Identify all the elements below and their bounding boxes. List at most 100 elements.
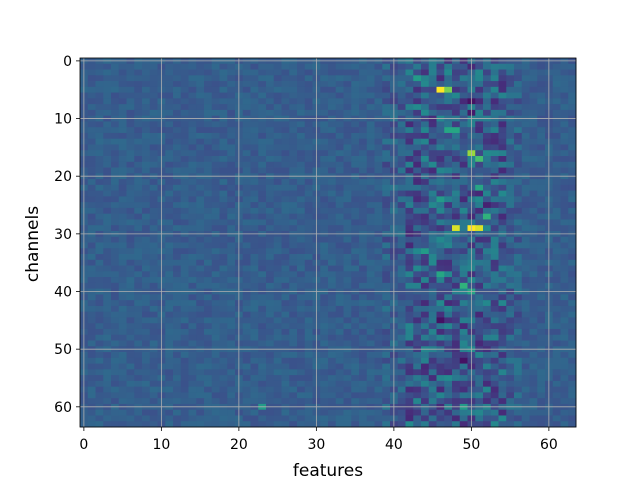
heatmap-cell bbox=[335, 328, 344, 336]
heatmap-cell bbox=[320, 156, 329, 163]
heatmap-cell bbox=[304, 196, 313, 203]
heatmap-cell bbox=[118, 242, 127, 249]
heatmap-cell bbox=[529, 69, 538, 76]
heatmap-cell bbox=[142, 179, 151, 186]
heatmap-cell bbox=[180, 138, 189, 145]
heatmap-cell bbox=[452, 311, 461, 318]
heatmap-cell bbox=[475, 248, 484, 255]
heatmap-cell bbox=[436, 236, 445, 243]
heatmap-cell bbox=[382, 311, 391, 318]
heatmap-cell bbox=[405, 202, 414, 209]
heatmap-cell bbox=[258, 207, 267, 215]
heatmap-cell bbox=[560, 357, 569, 364]
heatmap-cell bbox=[397, 305, 406, 313]
heatmap-cell bbox=[506, 213, 515, 220]
heatmap-cell bbox=[95, 92, 104, 99]
heatmap-cell bbox=[258, 190, 267, 197]
heatmap-cell bbox=[413, 121, 422, 128]
heatmap-cell bbox=[227, 386, 236, 393]
heatmap-cell bbox=[382, 305, 391, 313]
heatmap-cell bbox=[273, 63, 282, 70]
heatmap-cell bbox=[452, 277, 461, 284]
heatmap-cell bbox=[87, 161, 96, 168]
heatmap-cell bbox=[459, 81, 468, 88]
heatmap-cell bbox=[320, 398, 329, 405]
heatmap-cell bbox=[560, 98, 569, 105]
heatmap-cell bbox=[320, 328, 329, 336]
heatmap-cell bbox=[118, 294, 127, 301]
heatmap-cell bbox=[250, 282, 259, 290]
heatmap-cell bbox=[289, 311, 298, 318]
heatmap-cell bbox=[475, 138, 484, 145]
heatmap-cell bbox=[204, 294, 213, 301]
heatmap-cell bbox=[413, 242, 422, 249]
heatmap-cell bbox=[297, 213, 306, 220]
heatmap-cell bbox=[242, 421, 251, 428]
heatmap-cell bbox=[204, 271, 213, 278]
heatmap-cell bbox=[452, 69, 461, 76]
heatmap-cell bbox=[211, 156, 220, 163]
heatmap-cell bbox=[188, 190, 197, 197]
heatmap-cell bbox=[490, 92, 499, 99]
heatmap-cell bbox=[514, 190, 523, 197]
heatmap-cell bbox=[281, 340, 290, 347]
heatmap-cell bbox=[227, 196, 236, 203]
heatmap-cell bbox=[359, 311, 368, 318]
heatmap-cell bbox=[266, 294, 275, 301]
heatmap-cell bbox=[529, 409, 538, 416]
heatmap-cell bbox=[87, 207, 96, 215]
heatmap-cell bbox=[428, 167, 437, 174]
heatmap-cell bbox=[134, 190, 143, 197]
heatmap-cell bbox=[142, 132, 151, 140]
heatmap-cell bbox=[452, 104, 461, 111]
heatmap-cell bbox=[335, 317, 344, 324]
heatmap-cell bbox=[537, 242, 546, 249]
heatmap-cell bbox=[118, 386, 127, 393]
heatmap-cell bbox=[196, 352, 205, 359]
heatmap-cell bbox=[134, 179, 143, 186]
heatmap-cell bbox=[343, 86, 352, 93]
heatmap-cell bbox=[483, 311, 492, 318]
heatmap-cell bbox=[103, 132, 112, 140]
heatmap-cell bbox=[227, 69, 236, 76]
heatmap-cell bbox=[483, 340, 492, 347]
heatmap-cell bbox=[258, 323, 267, 330]
heatmap-cell bbox=[281, 254, 290, 261]
heatmap-cell bbox=[87, 369, 96, 376]
heatmap-cell bbox=[250, 144, 259, 151]
heatmap-cell bbox=[219, 202, 228, 209]
heatmap-cell bbox=[514, 415, 523, 422]
heatmap-cell bbox=[498, 132, 507, 140]
heatmap-cell bbox=[552, 109, 561, 117]
heatmap-cell bbox=[258, 202, 267, 209]
heatmap-cell bbox=[196, 277, 205, 284]
heatmap-cell bbox=[537, 248, 546, 255]
heatmap-cell bbox=[436, 213, 445, 220]
heatmap-cell bbox=[297, 248, 306, 255]
heatmap-cell bbox=[552, 225, 561, 232]
heatmap-cell bbox=[529, 421, 538, 428]
heatmap-cell bbox=[413, 156, 422, 163]
heatmap-cell bbox=[335, 190, 344, 197]
heatmap-cell bbox=[343, 248, 352, 255]
heatmap-cell bbox=[428, 421, 437, 428]
heatmap-cell bbox=[258, 150, 267, 157]
heatmap-cell bbox=[374, 380, 383, 388]
heatmap-cell bbox=[328, 167, 337, 174]
heatmap-cell bbox=[134, 219, 143, 226]
heatmap-cell bbox=[165, 109, 174, 117]
heatmap-cell bbox=[359, 363, 368, 370]
heatmap-cell bbox=[95, 380, 104, 388]
heatmap-cell bbox=[304, 271, 313, 278]
heatmap-cell bbox=[304, 69, 313, 76]
heatmap-cell bbox=[95, 386, 104, 393]
heatmap-cell bbox=[304, 219, 313, 226]
heatmap-cell bbox=[514, 132, 523, 140]
heatmap-cell bbox=[405, 271, 414, 278]
heatmap-cell bbox=[204, 259, 213, 266]
heatmap-cell bbox=[211, 300, 220, 307]
heatmap-cell bbox=[273, 282, 282, 290]
heatmap-cell bbox=[142, 317, 151, 324]
heatmap-cell bbox=[397, 92, 406, 99]
heatmap-cell bbox=[529, 259, 538, 266]
